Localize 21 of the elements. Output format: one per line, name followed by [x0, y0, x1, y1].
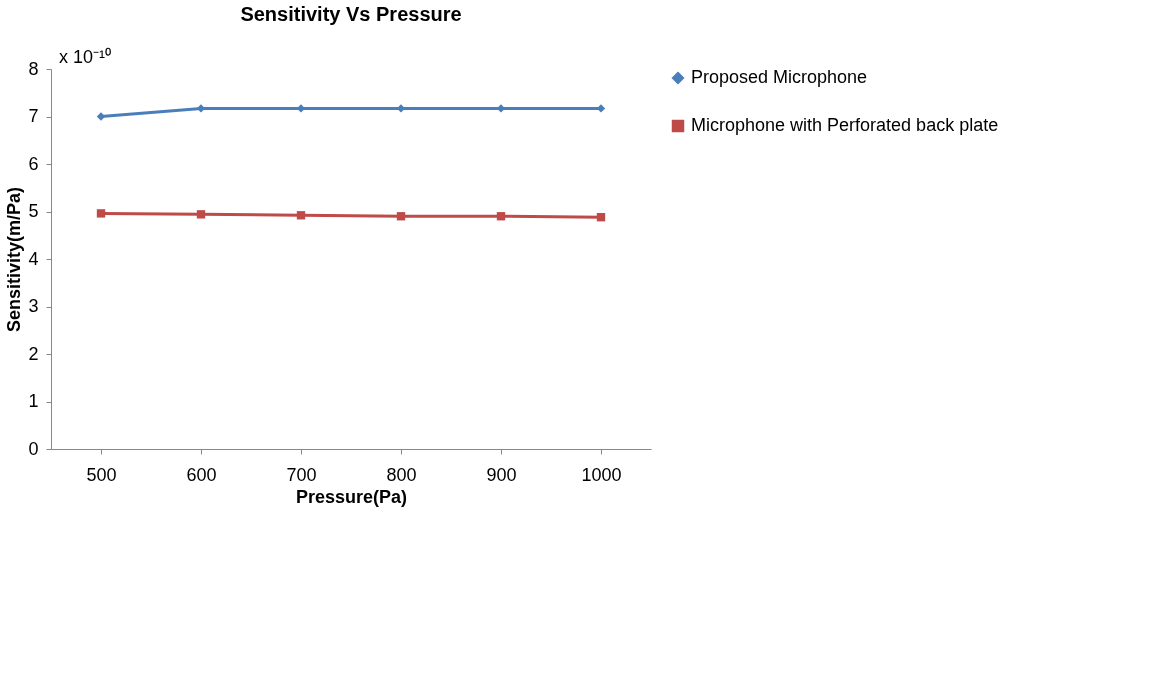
- y-tick-label: 0: [28, 438, 39, 459]
- x-axis-title: Pressure(Pa): [295, 486, 408, 507]
- y-axis-title: Sensitivity(m/Pa): [4, 186, 25, 333]
- x-tick-label: 600: [186, 464, 217, 485]
- text: x 10⁻¹⁰: [59, 47, 112, 67]
- y-tick-label: 5: [28, 201, 39, 221]
- legend-label: Proposed Microphone: [691, 67, 868, 87]
- y-tick-label: 6: [28, 153, 39, 174]
- y-tick-label: 3: [28, 296, 39, 316]
- y-tick-label: 2: [28, 343, 39, 364]
- y-tick-label: 7: [28, 106, 39, 126]
- y-tick-label: 4: [28, 248, 39, 269]
- x-tick-label: 900: [486, 464, 517, 485]
- x-tick-label: 1000: [581, 464, 622, 485]
- chart-title: Sensitivity Vs Pressure: [240, 3, 462, 25]
- x-tick-label: 700: [286, 464, 317, 485]
- x-tick-label: 500: [86, 464, 117, 485]
- y-tick-label: 1: [28, 391, 39, 411]
- legend-label: Microphone with Perforated back plate: [691, 115, 999, 135]
- y-tick-label: 8: [28, 58, 39, 79]
- x-tick-label: 800: [386, 464, 417, 485]
